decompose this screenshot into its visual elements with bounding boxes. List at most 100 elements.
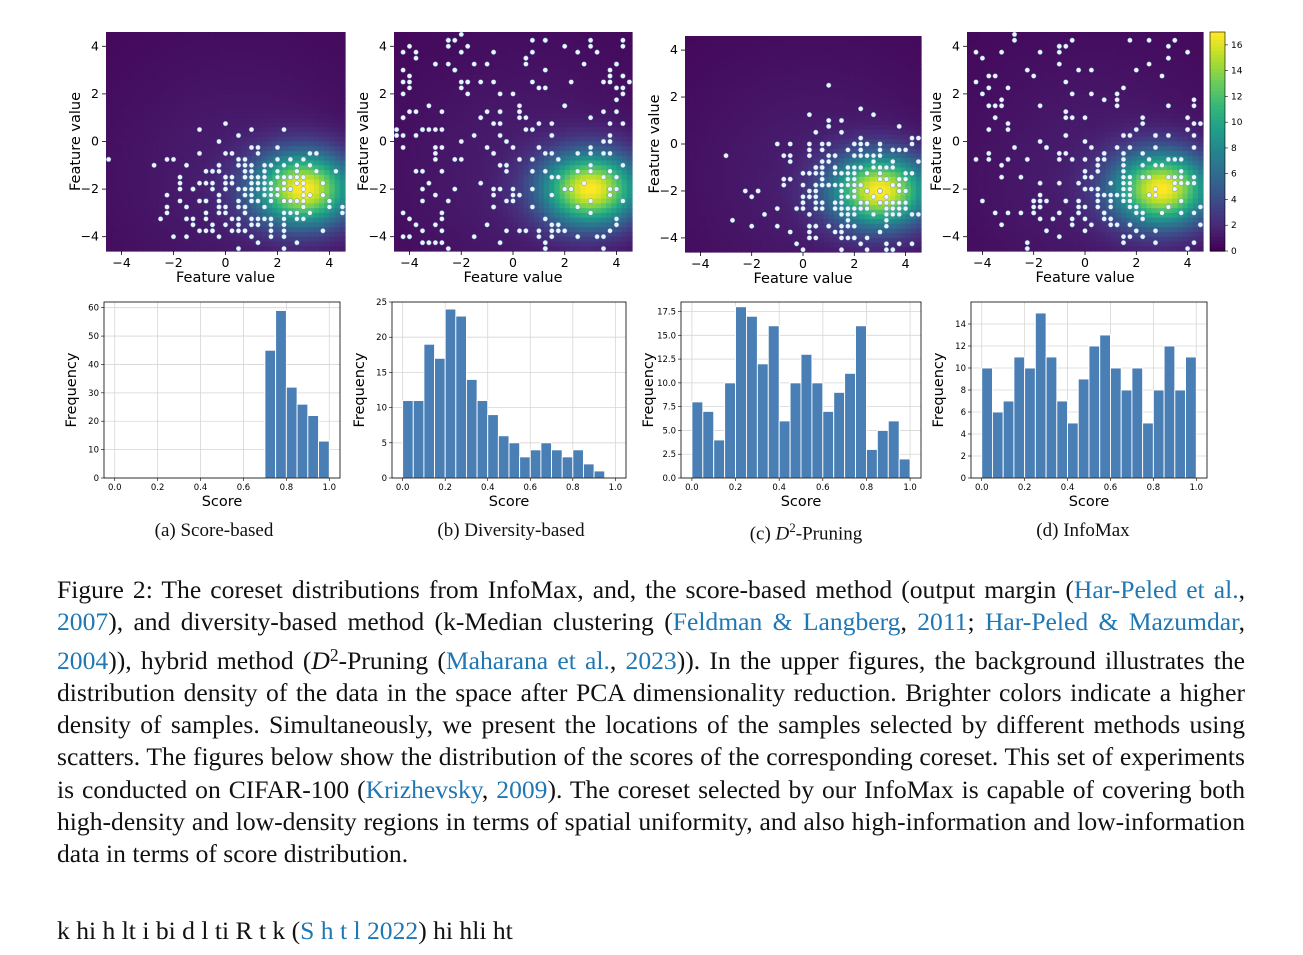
scatter-point: [562, 228, 567, 233]
scatter-point: [1185, 127, 1190, 132]
scatter-point: [1102, 97, 1107, 102]
scatter-point: [517, 193, 522, 198]
y-tick-label: 4: [961, 430, 966, 440]
scatter-point: [308, 193, 313, 198]
scatter-point: [1166, 175, 1171, 180]
scatter-point: [440, 169, 445, 174]
citation-year-link[interactable]: 2009: [496, 775, 547, 804]
scatter-point: [807, 230, 812, 235]
scatter-point: [537, 234, 542, 239]
scatter-point: [788, 153, 793, 158]
scatter-point: [974, 157, 979, 162]
scatter-point: [575, 234, 580, 239]
citation-year-link[interactable]: 2023: [626, 645, 677, 674]
histogram-bar: [714, 440, 725, 478]
scatter-point: [813, 171, 818, 176]
scatter-point: [1128, 199, 1133, 204]
scatter-point: [878, 165, 883, 170]
scatter-point: [833, 200, 838, 205]
scatter-point: [249, 199, 254, 204]
scatter-point: [601, 246, 606, 251]
x-tick-label: −2: [1024, 255, 1042, 270]
scatter-point: [1083, 217, 1088, 222]
scatter-point: [846, 177, 851, 182]
scatter-point: [1121, 86, 1126, 91]
scatter-point: [974, 80, 979, 85]
scatter-point: [839, 247, 844, 252]
citation-link[interactable]: Har-Peled et al.: [1074, 575, 1239, 604]
citation-link[interactable]: Maharana et al.: [446, 645, 610, 674]
scatter-point: [269, 234, 274, 239]
citation-link[interactable]: S h t l 2022: [300, 916, 418, 945]
panel-label-b: (b) Diversity-based: [371, 520, 651, 542]
scatter-point: [1115, 222, 1120, 227]
scatter-point: [839, 189, 844, 194]
scatter-point: [165, 193, 170, 198]
panel-label-c-var: D: [776, 523, 790, 544]
scatter-point: [595, 234, 600, 239]
x-tick-label: −2: [452, 255, 470, 270]
citation-author: Har-Peled & Mazumdar: [985, 607, 1239, 636]
scatter-point: [420, 127, 425, 132]
scatter-point: [878, 230, 883, 235]
colorbar-segment: [1210, 222, 1225, 226]
citation-link[interactable]: Krizhevsky: [366, 775, 482, 804]
scatter-point: [1083, 115, 1088, 120]
histogram-bar: [583, 464, 594, 478]
scatter-point: [826, 224, 831, 229]
scatter-point: [191, 217, 196, 222]
scatter-point: [846, 194, 851, 199]
scatter-point: [1038, 139, 1043, 144]
scatter-point: [184, 234, 189, 239]
histogram-bar: [801, 354, 812, 478]
scatter-point: [414, 50, 419, 55]
scatter-point: [401, 211, 406, 216]
scatter-point: [537, 145, 542, 150]
scatter-point: [223, 205, 228, 210]
scatter-point: [858, 200, 863, 205]
scatter-point: [903, 148, 908, 153]
colorbar-segment: [1210, 112, 1225, 116]
scatter-point: [608, 68, 613, 73]
scatter-point: [986, 127, 991, 132]
y-tick-label: 4: [670, 42, 678, 57]
scatter-point: [191, 222, 196, 227]
citation-link[interactable]: Har-Peled & Mazumdar: [985, 607, 1239, 636]
panel-label-c-suffix: -Pruning: [796, 523, 863, 544]
scatter-point: [826, 159, 831, 164]
scatter-point: [878, 148, 883, 153]
citation-year-link[interactable]: 2004: [57, 645, 108, 674]
histogram-bar: [552, 450, 563, 478]
scatter-point: [897, 183, 902, 188]
scatter-point: [1153, 163, 1158, 168]
scatter-point: [897, 212, 902, 217]
y-tick-label: 40: [88, 360, 99, 370]
scatter-point: [910, 241, 915, 246]
scatter-point: [321, 228, 326, 233]
scatter-point: [295, 175, 300, 180]
histogram-bar: [424, 344, 435, 478]
scatter-point: [601, 234, 606, 239]
scatter-point: [543, 246, 548, 251]
citation-separator: ,: [482, 775, 496, 804]
panel-label-a: (a) Score-based: [74, 520, 354, 542]
histogram-bar: [520, 457, 531, 478]
scatter-point: [852, 194, 857, 199]
scatter-point: [504, 228, 509, 233]
citation-link[interactable]: Feldman & Langberg: [673, 607, 901, 636]
scatter-point: [813, 130, 818, 135]
scatter-point: [871, 153, 876, 158]
scatter-point: [743, 189, 748, 194]
scatter-point: [813, 165, 818, 170]
scatter-point: [801, 247, 806, 252]
colorbar-segment: [1210, 236, 1225, 240]
citation-year-link[interactable]: 2011: [917, 607, 967, 636]
scatter-point: [1108, 193, 1113, 198]
scatter-point: [440, 211, 445, 216]
y-axis-label: Feature value: [68, 92, 84, 191]
scatter-point: [407, 74, 412, 79]
x-tick-label: 0.4: [194, 483, 208, 493]
scatter-point: [833, 153, 838, 158]
citation-year-link[interactable]: 2007: [57, 607, 108, 636]
cut-line-text: k hi h lt i bi d l ti R t k (: [57, 916, 300, 945]
